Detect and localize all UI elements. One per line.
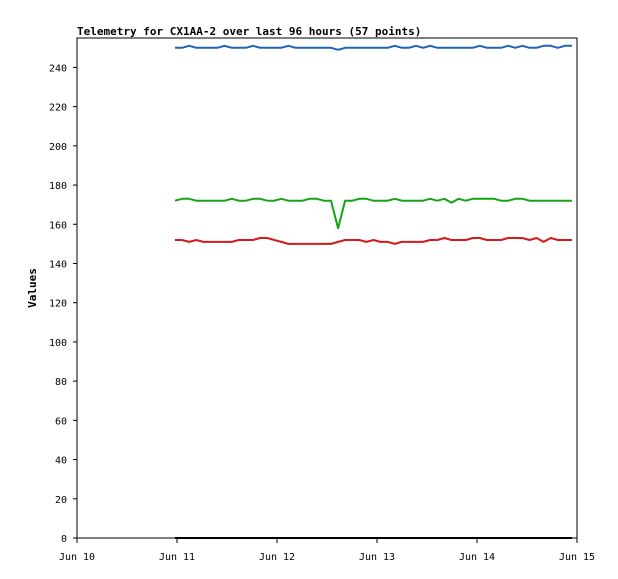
y-tick-label: 40	[55, 456, 67, 467]
series-line-3	[175, 237, 572, 245]
y-tick-label: 220	[49, 103, 67, 114]
x-tick-label: Jun 13	[359, 552, 395, 563]
y-tick-label: 120	[49, 299, 67, 310]
y-axis: 0 20 40 60 80 100 120 140 160 180 200 220 240	[49, 63, 77, 545]
x-tick-label: Jun 10	[59, 552, 95, 563]
y-tick-label: 60	[55, 416, 67, 427]
y-tick-label: 140	[49, 259, 67, 270]
series-layer	[174, 44, 572, 539]
x-tick-label: Jun 12	[259, 552, 295, 563]
y-tick-label: 100	[49, 338, 67, 349]
x-tick-label: Jun 11	[159, 552, 195, 563]
series-line-1	[175, 44, 572, 51]
y-tick-label: 240	[49, 63, 67, 74]
x-axis: Jun 10 Jun 11 Jun 12 Jun 13 Jun 14 Jun 15	[59, 538, 595, 563]
y-axis-label: Values	[26, 268, 39, 308]
x-tick-label: Jun 14	[459, 552, 495, 563]
y-tick-label: 80	[55, 377, 67, 388]
y-tick-label: 0	[61, 534, 67, 545]
y-tick-label: 20	[55, 495, 67, 506]
plot-frame	[76, 37, 578, 539]
series-line-2	[174, 197, 572, 230]
y-tick-label: 160	[49, 220, 67, 231]
y-tick-label: 180	[49, 181, 67, 192]
y-tick-label: 200	[49, 142, 67, 153]
chart-title: Telemetry for CX1AA-2 over last 96 hours…	[77, 25, 421, 38]
x-tick-label: Jun 15	[559, 552, 595, 563]
